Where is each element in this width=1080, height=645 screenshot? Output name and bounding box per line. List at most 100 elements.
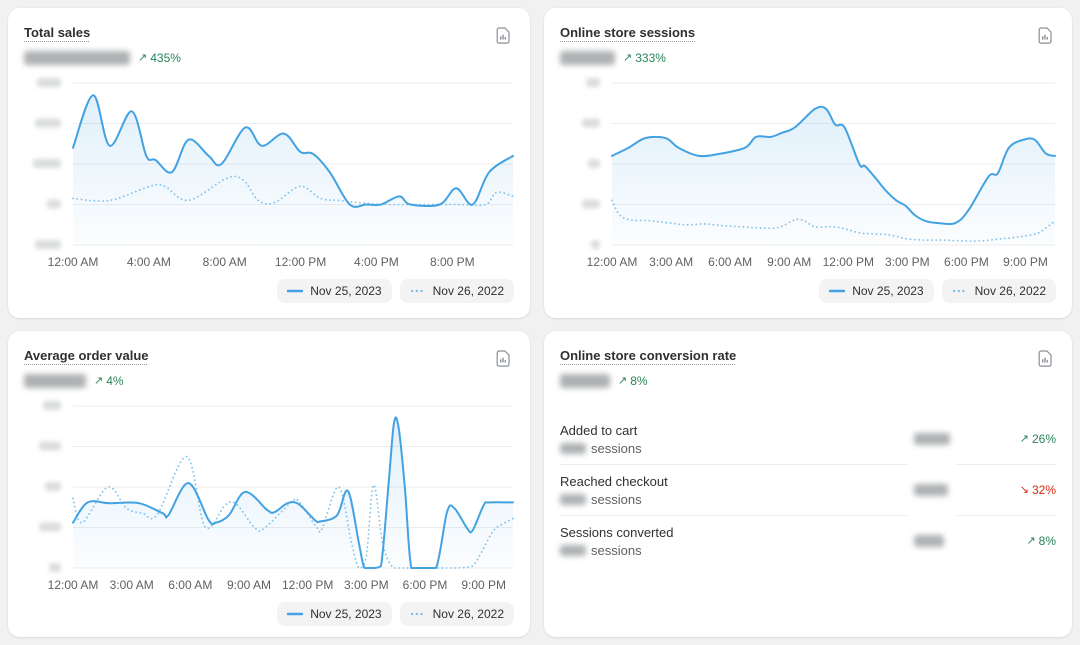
funnel-row-text: Added to cart sessions bbox=[560, 422, 888, 456]
x-axis-tick-label: 9:00 AM bbox=[767, 255, 811, 269]
chart-legend: Nov 25, 2023 Nov 26, 2022 bbox=[560, 279, 1056, 303]
sessions-change: ↗ 333% bbox=[623, 51, 666, 65]
funnel-row-value bbox=[888, 535, 992, 547]
legend-label: Nov 25, 2023 bbox=[310, 284, 382, 298]
view-report-button[interactable] bbox=[490, 345, 516, 371]
solid-line-swatch bbox=[829, 289, 846, 293]
report-icon bbox=[496, 26, 510, 44]
dotted-line-swatch bbox=[410, 289, 426, 293]
redacted-average-order-value bbox=[24, 374, 86, 388]
y-axis-label-redacted bbox=[33, 159, 61, 168]
trend-up-icon: ↗ bbox=[138, 52, 148, 64]
report-icon bbox=[1038, 349, 1052, 367]
x-axis-tick-label: 12:00 PM bbox=[823, 255, 874, 269]
change-percent: 4% bbox=[106, 374, 124, 388]
x-axis-tick-label: 12:00 AM bbox=[48, 578, 99, 592]
y-axis-label-redacted bbox=[43, 401, 61, 410]
y-axis-label-redacted bbox=[45, 482, 61, 491]
x-axis-tick-label: 6:00 AM bbox=[708, 255, 752, 269]
funnel-row-sessions: sessions bbox=[560, 543, 888, 558]
sessions-suffix: sessions bbox=[591, 543, 642, 558]
y-axis-label-redacted bbox=[591, 240, 600, 249]
redacted-rate-value bbox=[914, 535, 944, 547]
report-icon bbox=[496, 349, 510, 367]
y-axis-label-redacted bbox=[39, 441, 61, 451]
x-axis-tick-label: 6:00 PM bbox=[403, 578, 448, 592]
y-axis-label-redacted bbox=[588, 159, 600, 168]
funnel-row-text: Reached checkout sessions bbox=[560, 473, 888, 507]
change-percent: 26% bbox=[1031, 432, 1056, 446]
conversion-rate-change: ↗ 8% bbox=[618, 374, 648, 388]
average-order-value-title[interactable]: Average order value bbox=[24, 348, 149, 363]
area-fill bbox=[73, 417, 513, 568]
view-report-button[interactable] bbox=[1032, 345, 1058, 371]
view-report-button[interactable] bbox=[1032, 22, 1058, 48]
average-order-value-card: Average order value ↗ 4% 12:00 AM 3:00 AM 6… bbox=[8, 331, 530, 637]
trend-up-icon: ↗ bbox=[1026, 535, 1036, 547]
legend-item-previous-period: Nov 26, 2022 bbox=[399, 602, 514, 626]
y-axis-label-redacted bbox=[47, 199, 61, 209]
dotted-line-swatch bbox=[952, 289, 968, 293]
chart-legend: Nov 25, 2023 Nov 26, 2022 bbox=[24, 279, 514, 303]
redacted-total-sales-value bbox=[24, 51, 130, 65]
funnel-row-sessions: sessions bbox=[560, 492, 888, 507]
sessions-suffix: sessions bbox=[591, 492, 642, 507]
total-sales-title[interactable]: Total sales bbox=[24, 25, 91, 40]
total-sales-chart[interactable]: 12:00 AM 4:00 AM 8:00 AM 12:00 PM 4:00 PM 8:0… bbox=[24, 69, 514, 271]
y-axis-label-redacted bbox=[35, 118, 61, 128]
conversion-rate-title[interactable]: Online store conversion rate bbox=[560, 348, 737, 363]
metric-value-row: ↗ 435% bbox=[24, 49, 514, 67]
online-store-sessions-chart[interactable]: 12:00 AM 3:00 AM 6:00 AM 9:00 AM 12:00 PM 3:0… bbox=[560, 69, 1056, 271]
row-divider bbox=[560, 515, 1056, 516]
x-axis-tick-label: 12:00 AM bbox=[587, 255, 638, 269]
y-axis-label-redacted bbox=[49, 563, 61, 572]
dotted-line-swatch bbox=[410, 612, 426, 616]
solid-line-swatch bbox=[287, 289, 304, 293]
legend-label: Nov 25, 2023 bbox=[310, 607, 382, 621]
previous-period-line bbox=[72, 455, 514, 569]
legend-label: Nov 26, 2022 bbox=[432, 607, 504, 621]
conversion-rate-card: Online store conversion rate ↗ 8% Added t… bbox=[544, 331, 1072, 637]
trend-down-icon: ↘ bbox=[1019, 484, 1029, 496]
view-report-button[interactable] bbox=[490, 22, 516, 48]
y-axis-label-redacted bbox=[39, 522, 61, 532]
metric-value-row: ↗ 4% bbox=[24, 372, 514, 390]
redacted-session-count bbox=[560, 545, 586, 556]
x-axis-tick-label: 4:00 PM bbox=[354, 255, 399, 269]
redacted-rate-value bbox=[914, 433, 950, 445]
conversion-funnel-list: Added to cart sessions ↗ 26% Reached chec… bbox=[560, 414, 1056, 566]
x-axis-tick-label: 9:00 PM bbox=[1003, 255, 1048, 269]
funnel-row-change: ↗ 8% bbox=[992, 534, 1056, 548]
trend-up-icon: ↗ bbox=[623, 52, 633, 64]
funnel-row-label: Sessions converted bbox=[560, 525, 674, 540]
x-axis-tick-label: 3:00 AM bbox=[110, 578, 154, 592]
current-period-line bbox=[611, 105, 1056, 226]
y-axis-label-redacted bbox=[35, 240, 61, 249]
funnel-row-change: ↘ 32% bbox=[992, 483, 1056, 497]
x-axis-tick-label: 9:00 PM bbox=[461, 578, 506, 592]
y-axis-label-redacted bbox=[582, 118, 600, 128]
online-store-sessions-title[interactable]: Online store sessions bbox=[560, 25, 696, 40]
y-axis-label-redacted bbox=[582, 199, 600, 209]
area-fill bbox=[73, 95, 513, 245]
legend-item-previous-period: Nov 26, 2022 bbox=[941, 279, 1056, 303]
x-axis-tick-label: 8:00 PM bbox=[430, 255, 475, 269]
change-percent: 8% bbox=[1038, 534, 1056, 548]
area-fill bbox=[612, 106, 1055, 245]
redacted-session-count bbox=[560, 443, 586, 454]
funnel-row-added-to-cart: Added to cart sessions ↗ 26% bbox=[560, 414, 1056, 464]
x-axis-tick-label: 12:00 PM bbox=[282, 578, 333, 592]
average-order-value-change: ↗ 4% bbox=[94, 374, 124, 388]
redacted-session-count bbox=[560, 494, 586, 505]
legend-label: Nov 25, 2023 bbox=[852, 284, 924, 298]
metric-value-row: ↗ 333% bbox=[560, 49, 1056, 67]
trend-up-icon: ↗ bbox=[94, 375, 104, 387]
y-axis-label-redacted bbox=[586, 78, 600, 87]
sessions-suffix: sessions bbox=[591, 441, 642, 456]
legend-item-current-period: Nov 25, 2023 bbox=[277, 602, 392, 626]
change-percent: 435% bbox=[150, 51, 181, 65]
legend-label: Nov 26, 2022 bbox=[974, 284, 1046, 298]
funnel-row-value bbox=[888, 484, 992, 496]
average-order-value-chart[interactable]: 12:00 AM 3:00 AM 6:00 AM 9:00 AM 12:00 PM 3:0… bbox=[24, 392, 514, 594]
